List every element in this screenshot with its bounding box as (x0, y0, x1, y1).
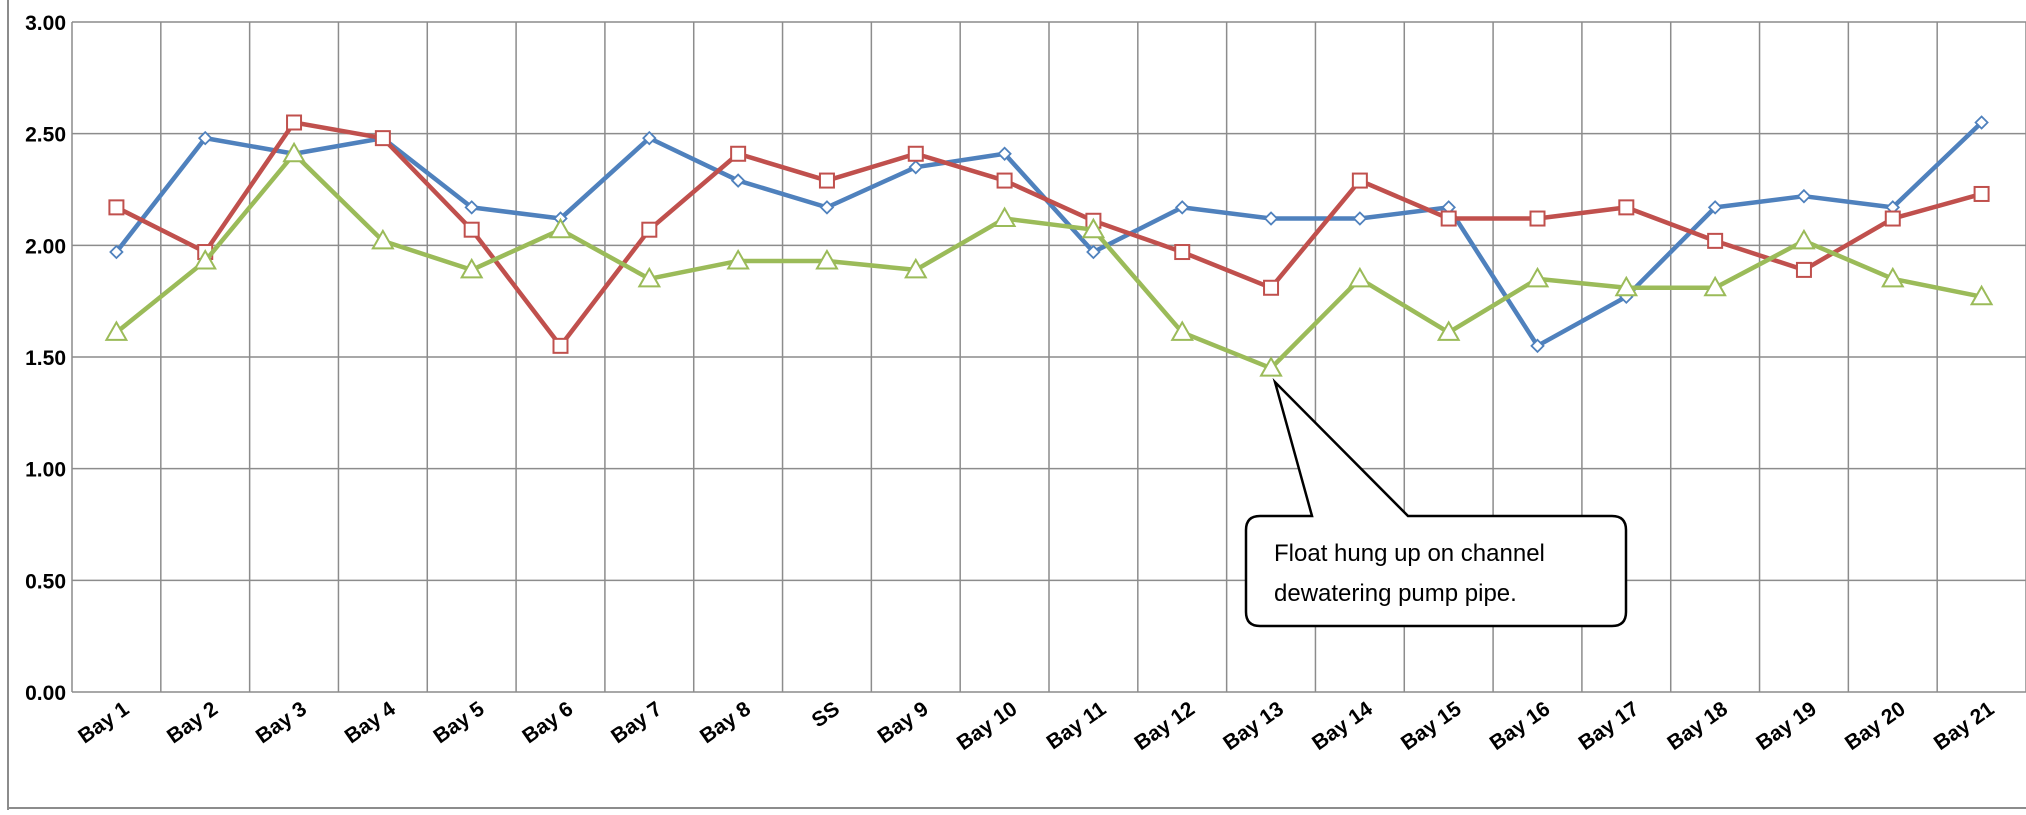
callout-text-line-1: Float hung up on channel (1274, 540, 1545, 567)
data-point-diamond (819, 200, 835, 215)
y-tick-label: 3.00 (25, 12, 66, 35)
data-point-square (1263, 279, 1280, 296)
series-line (115, 120, 1983, 349)
data-point-diamond (908, 159, 924, 175)
series-line (114, 151, 1983, 371)
data-point-square (1529, 210, 1546, 227)
data-point-square (1884, 210, 1901, 227)
data-point-triangle (1614, 275, 1639, 297)
callout-bubble (1244, 377, 1628, 628)
data-point-triangle (282, 141, 306, 163)
data-point-square (1795, 261, 1812, 278)
data-point-triangle (1081, 217, 1106, 239)
data-point-diamond (1796, 188, 1812, 204)
y-axis-tick-labels: 0.00 0.50 1.00 1.50 2.00 2.50 3.00 (25, 12, 66, 705)
data-point-diamond (464, 200, 479, 215)
callout-text-line-2: dewatering pump pipe. (1274, 580, 1517, 607)
data-point-square (1440, 210, 1457, 227)
series-3 (104, 141, 1994, 377)
data-point-triangle (548, 217, 573, 239)
data-point-triangle (1436, 320, 1461, 341)
data-point-diamond (1707, 200, 1723, 215)
data-point-diamond (1086, 244, 1101, 260)
data-point-square (907, 145, 924, 162)
data-point-diamond (109, 244, 124, 260)
data-point-diamond (642, 130, 657, 146)
data-point-triangle (1525, 266, 1550, 288)
data-point-square (108, 199, 125, 216)
data-point-diamond (1352, 211, 1368, 226)
data-point-diamond (997, 146, 1012, 162)
data-point-triangle (904, 257, 928, 279)
y-tick-label: 1.50 (25, 347, 66, 370)
y-tick-label: 0.50 (25, 570, 66, 593)
y-tick-label: 1.00 (25, 459, 66, 482)
data-point-square (1707, 232, 1724, 249)
data-point-square (818, 172, 835, 189)
data-point-triangle (1259, 356, 1283, 377)
data-point-square (730, 145, 747, 162)
data-point-square (552, 337, 569, 354)
data-point-square (996, 172, 1013, 189)
data-point-triangle (992, 206, 1017, 228)
data-point-triangle (1881, 266, 1905, 288)
data-point-diamond (1530, 338, 1545, 354)
data-point-triangle (1348, 266, 1372, 288)
data-point-triangle (1703, 275, 1727, 297)
data-point-triangle (815, 248, 839, 270)
data-point-triangle (193, 248, 217, 270)
data-point-square (1973, 185, 1990, 202)
data-point-triangle (637, 266, 662, 288)
data-point-triangle (726, 248, 750, 270)
y-tick-label: 2.50 (25, 124, 66, 147)
data-point-triangle (371, 228, 395, 250)
y-tick-label: 2.00 (25, 235, 66, 258)
data-point-triangle (1969, 284, 1994, 306)
data-point-diamond (1263, 211, 1279, 226)
data-point-triangle (104, 320, 129, 341)
data-point-square (286, 114, 303, 131)
data-point-square (374, 130, 391, 147)
data-point-diamond (1974, 115, 1989, 130)
data-point-square (1351, 172, 1368, 189)
data-point-diamond (197, 130, 213, 146)
callout-annotation: Float hung up on channel dewatering pump… (1244, 377, 1628, 628)
data-point-triangle (1792, 228, 1816, 250)
data-point-triangle (459, 257, 484, 279)
data-point-diamond (1174, 200, 1190, 215)
series-2 (108, 114, 1990, 354)
data-point-square (1174, 244, 1191, 261)
data-point-square (641, 221, 658, 238)
series-group (104, 114, 1994, 377)
data-point-square (463, 221, 480, 238)
y-tick-label: 0.00 (25, 682, 66, 705)
data-point-square (1618, 199, 1635, 216)
data-point-diamond (730, 173, 746, 188)
data-point-triangle (1170, 320, 1194, 341)
